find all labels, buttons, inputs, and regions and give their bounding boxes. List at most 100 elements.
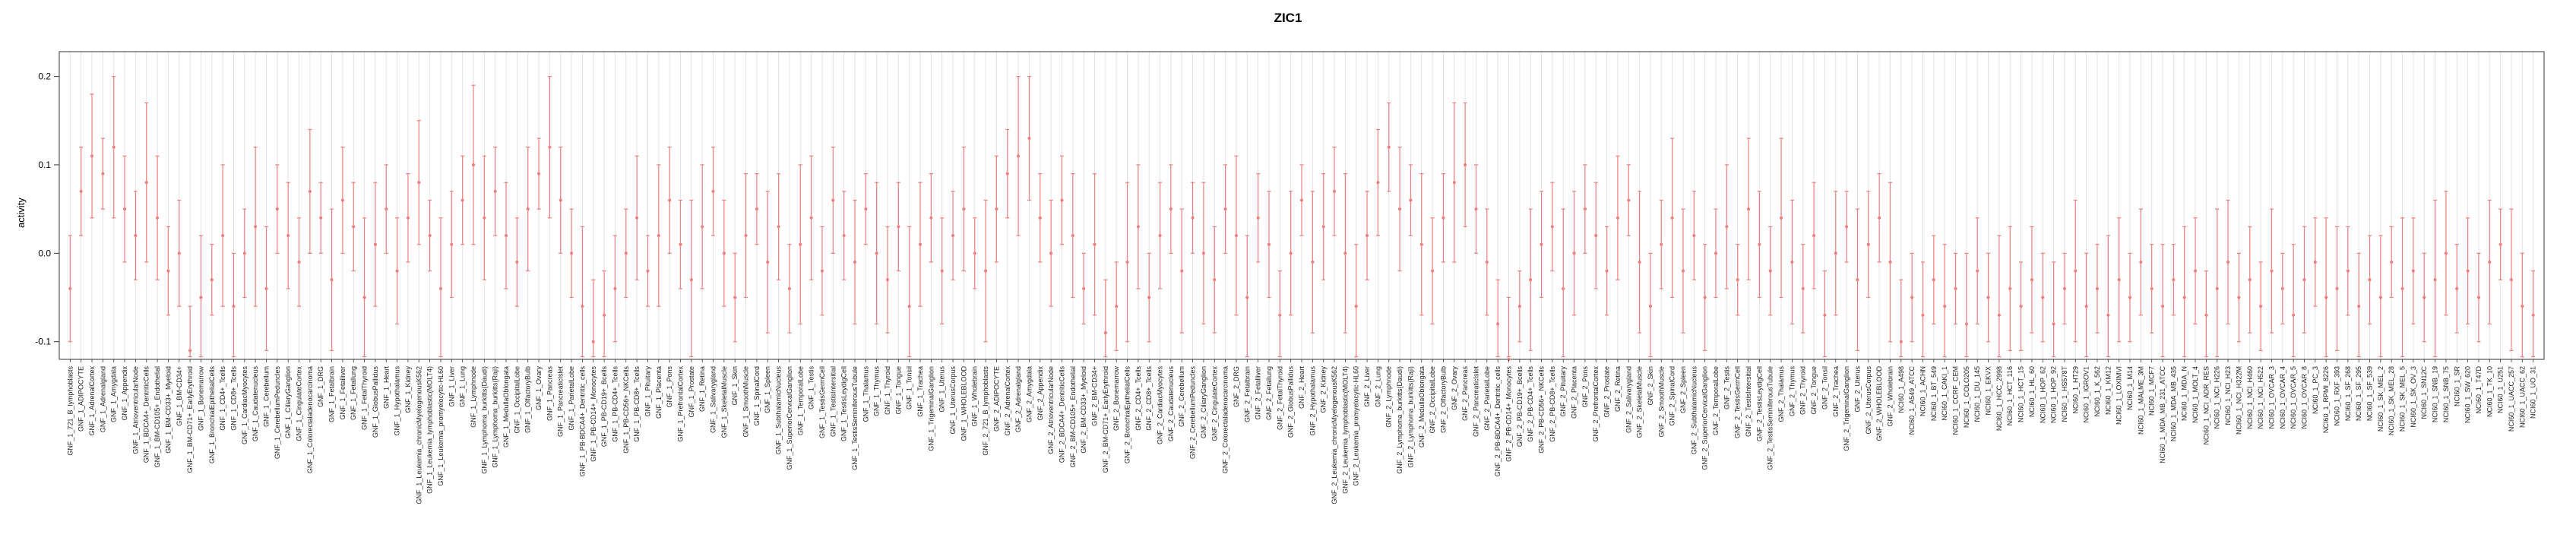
data-point xyxy=(2378,235,2383,358)
data-point xyxy=(1375,128,1380,236)
data-point xyxy=(1179,208,1184,334)
x-axis-label: NCI60_1_SF_295 xyxy=(2355,366,2362,421)
data-point xyxy=(602,270,606,358)
x-axis-label: NCI60_1_U251 xyxy=(2497,366,2505,413)
x-axis-label: GNF_2_FetalThyroid xyxy=(1276,366,1283,430)
data-point xyxy=(493,147,498,236)
x-axis-label: GNF_1_PB-CD4+_Tcells xyxy=(611,366,619,442)
x-axis-label: GNF_2_Lymphoma_burkitts(Raji) xyxy=(1407,366,1414,468)
data-point xyxy=(1517,270,1522,343)
x-axis-label: GNF_1_Hypothalamus xyxy=(394,366,401,436)
data-point xyxy=(1746,138,1751,280)
x-axis-label: GNF_1_OlfactoryBulb xyxy=(524,366,532,433)
data-point xyxy=(1975,217,1979,325)
data-point xyxy=(1310,191,1315,334)
data-point xyxy=(2291,244,2296,358)
x-axis-label: GNF_1_TestisGermCell xyxy=(818,366,826,438)
data-point xyxy=(1463,102,1467,228)
x-axis-label: GNF_2_PB-CD19+_Bcells xyxy=(1516,366,1524,447)
data-point xyxy=(1583,164,1587,254)
x-axis-label: NCI60_1_COLO205 xyxy=(1963,366,1970,428)
data-point xyxy=(2095,244,2100,334)
x-axis-label: GNF_1_Liver xyxy=(448,366,455,407)
data-point xyxy=(645,235,650,307)
x-axis-label: GNF_1_Leukemia_promyelocytic-HL60 xyxy=(437,366,445,486)
data-point xyxy=(907,226,912,358)
x-axis-label: GNF_1_Spleen xyxy=(764,366,771,413)
data-point xyxy=(2084,252,2089,358)
x-axis-label: GNF_1_BM-CD34+ xyxy=(176,366,183,426)
data-point xyxy=(395,217,400,325)
data-point xyxy=(1049,199,1053,307)
x-axis-label: GNF_1_Thalamus xyxy=(862,366,869,422)
x-axis-label: GNF_2_Leukemia_chronicMyelogenousK562 xyxy=(1331,366,1338,504)
data-point xyxy=(1812,182,1816,289)
data-point xyxy=(296,217,302,307)
y-axis: -0.1 0.0 0.1 0.2 xyxy=(35,71,59,347)
x-axis-label: GNF_2_Fetalbrain xyxy=(1243,366,1251,422)
data-point xyxy=(1081,252,1086,325)
data-point xyxy=(1550,182,1555,272)
data-points xyxy=(68,75,2536,362)
data-point xyxy=(918,182,922,307)
data-point xyxy=(2487,199,2492,325)
data-point xyxy=(112,75,116,219)
data-point xyxy=(700,164,704,289)
data-point xyxy=(242,208,247,299)
data-point xyxy=(559,147,563,254)
x-axis-label: GNF_1_Pons xyxy=(666,366,673,408)
x-axis-label: GNF_2_ADIPOCYTE xyxy=(992,366,1000,432)
x-axis-label: GNF_1_ParietalLobe xyxy=(568,366,575,431)
x-axis-label: GNF_1_Lung xyxy=(459,366,467,407)
data-point xyxy=(2182,226,2187,358)
x-axis-label: GNF_2_CD4+_Tcells xyxy=(1135,366,1142,431)
x-axis-label: GNF_2_PancreaticIslet xyxy=(1472,366,1479,438)
data-point xyxy=(210,244,214,316)
x-axis-label: NCI60_1_HCC_2998 xyxy=(1995,366,2003,431)
data-point xyxy=(2215,208,2220,358)
data-point xyxy=(1877,173,1881,263)
x-axis-label: GNF_2_BM-CD71+_EarlyErythroid xyxy=(1102,366,1109,473)
x-axis-label: GNF_1_PB-CD8+_Tcells xyxy=(633,366,641,442)
x-axis-label: NCI60_1_NCI_H23 xyxy=(2224,366,2232,425)
x-axis-label: NCI60_1_EKVX xyxy=(1985,366,1992,416)
x-axis-label: NCI60_1_MOLT_4 xyxy=(2191,366,2199,423)
x-axis-label: NCI60_1_ACHN xyxy=(1919,366,1927,416)
data-point xyxy=(1190,182,1195,254)
data-point xyxy=(2226,199,2230,325)
x-axis-label: NCI60_1_SR xyxy=(2453,366,2460,407)
x-axis-label: GNF_2_Fetallung xyxy=(1265,366,1273,420)
data-point xyxy=(2258,261,2263,351)
x-axis-label: GNF_2_721_B_lymphoblasts xyxy=(982,366,989,456)
x-axis-label: NCI60_1_SK_MEL_2 xyxy=(2377,366,2385,432)
x-axis-label: GNF_1_Adrenalgland xyxy=(99,366,106,432)
data-point xyxy=(1092,173,1097,316)
data-point xyxy=(308,128,312,254)
x-axis-label: NCI60_1_SNB_19 xyxy=(2432,366,2439,422)
x-axis-label: GNF_2_BM-CD105+_Endothelial xyxy=(1069,366,1077,467)
data-point xyxy=(2204,270,2208,358)
data-point xyxy=(122,155,127,263)
x-axis-label: GNF_1_SmoothMuscle xyxy=(742,366,750,438)
data-point xyxy=(1005,128,1010,219)
data-point xyxy=(831,147,835,254)
data-point xyxy=(820,226,824,316)
data-point xyxy=(100,138,105,210)
data-point xyxy=(635,155,639,280)
x-axis-label: GNF_1_GlobusPallidus xyxy=(372,366,379,438)
x-axis-label: GNF_2_Thymus xyxy=(1788,366,1796,417)
x-axis-label: GNF_1_Appendix xyxy=(121,366,128,421)
data-point xyxy=(2466,217,2470,325)
x-axis-label: GNF_2_PB-BDCA4+_Dentritic_cells xyxy=(1494,366,1502,477)
x-axis-label: GNF_1_PB-CD14+_Monocytes xyxy=(590,366,597,462)
data-point xyxy=(1779,138,1783,299)
x-axis-label: GNF_1_WHOLEBLOOD xyxy=(960,366,967,441)
x-axis-label: GNF_1_BM-CD105+_Endothelial xyxy=(153,366,161,467)
x-axis-label: GNF_2_ParietalLobe xyxy=(1483,366,1491,431)
data-point xyxy=(1648,252,1653,358)
x-axis-label: GNF_2_Colorectaladenocarcinoma xyxy=(1222,366,1229,473)
x-axis-label: GNF_2_Hypothalamus xyxy=(1309,366,1316,436)
x-axis-label: GNF_2_Lymphoma_burkitts(Daudi) xyxy=(1396,366,1404,474)
x-axis-label: GNF_1_Pancreas xyxy=(546,366,553,422)
x-axis-label: GNF_1_Placenta xyxy=(655,366,663,419)
